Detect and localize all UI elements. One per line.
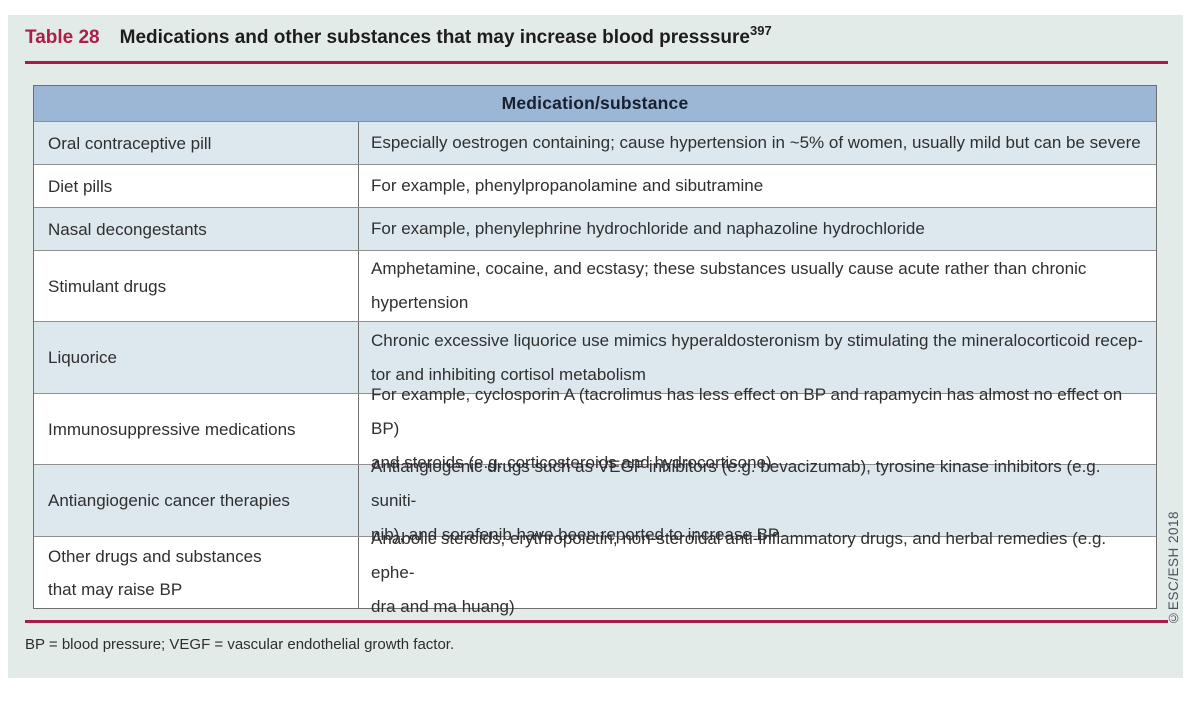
- table-header-cell: Medication/substance: [34, 86, 1156, 121]
- medications-table: Medication/substance Oral contraceptive …: [33, 85, 1157, 616]
- medication-name-cell: Immunosuppressive medications: [34, 394, 359, 464]
- bottom-divider-rule: [25, 620, 1168, 623]
- medication-description-cell: For example, cyclosporin A (tacrolimus h…: [371, 385, 1123, 472]
- medication-description-cell: For example, phenylpropanolamine and sib…: [371, 176, 764, 195]
- medication-description-cell: Amphetamine, cocaine, and ecstasy; these…: [371, 259, 1087, 312]
- medication-name-cell: Nasal decongestants: [34, 208, 359, 250]
- table-number-label: Table 28: [25, 27, 100, 48]
- medication-name-cell: Other drugs and substances that may rais…: [34, 537, 359, 608]
- table-title-text: Medications and other substances that ma…: [119, 23, 772, 49]
- medication-description-cell: For example, phenylephrine hydrochloride…: [371, 219, 925, 238]
- table-row: Immunosuppressive medications For exampl…: [34, 385, 1156, 472]
- medication-description-cell: Especially oestrogen containing; cause h…: [371, 133, 1141, 152]
- medication-name-cell: Liquorice: [34, 322, 359, 393]
- table-row: Other drugs and substances that may rais…: [34, 528, 1156, 616]
- title-reference-superscript: 397: [750, 23, 772, 38]
- table-row: Nasal decongestants For example, phenyle…: [34, 207, 1156, 250]
- abbreviations-footnote: BP = blood pressure; VEGF = vascular end…: [25, 636, 455, 653]
- table-title-main: Medications and other substances that ma…: [119, 27, 750, 48]
- medication-name-cell: Antiangiogenic cancer therapies: [34, 465, 359, 536]
- medication-description-cell: Anabolic steroids, erythropoietin, non-s…: [371, 528, 1107, 616]
- table-row: Diet pills For example, phenylpropanolam…: [34, 164, 1156, 207]
- top-divider-rule: [25, 61, 1168, 64]
- medication-name-cell: Oral contraceptive pill: [34, 122, 359, 164]
- table-panel: Table 28 Medications and other substance…: [8, 15, 1183, 678]
- medication-name-cell: Stimulant drugs: [34, 251, 359, 321]
- medication-description-cell: Chronic excessive liquorice use mimics h…: [371, 330, 1143, 384]
- table-row: Oral contraceptive pill Especially oestr…: [34, 121, 1156, 164]
- table-row: Liquorice Chronic excessive liquorice us…: [34, 321, 1156, 393]
- medication-name-cell: Diet pills: [34, 165, 359, 207]
- table-title: Table 28 Medications and other substance…: [25, 23, 772, 49]
- copyright-vertical-label: ©ESC/ESH 2018: [1166, 511, 1181, 626]
- table-row: Stimulant drugs Amphetamine, cocaine, an…: [34, 250, 1156, 321]
